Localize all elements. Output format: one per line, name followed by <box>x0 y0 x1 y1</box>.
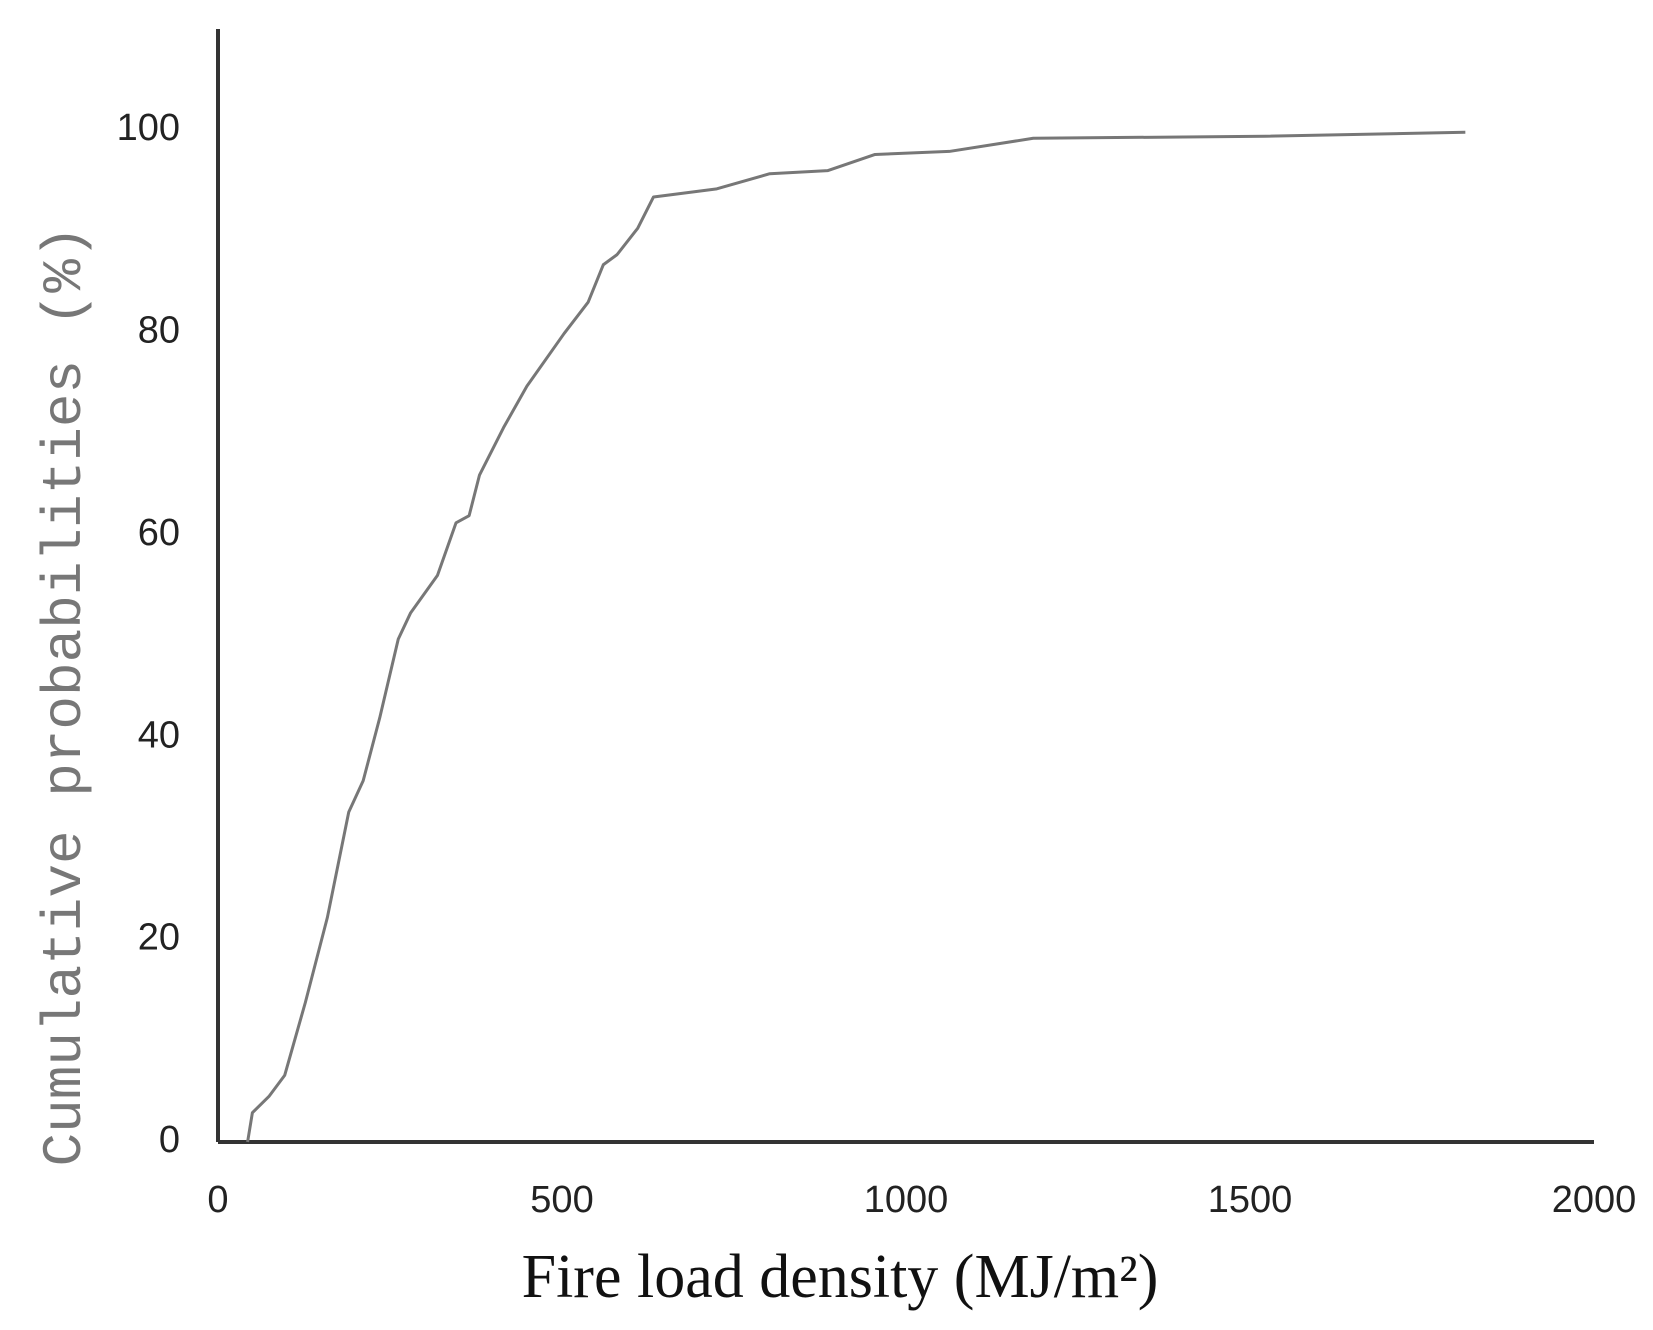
y-tick-label: 0 <box>159 1119 180 1161</box>
x-tick-label: 0 <box>207 1179 228 1221</box>
y-tick-label: 20 <box>138 917 180 959</box>
x-axis-label: Fire load density (MJ/m²) <box>522 1243 1159 1311</box>
x-tick-label: 1000 <box>864 1179 949 1221</box>
y-tick-label: 60 <box>138 512 180 554</box>
y-tick-label: 40 <box>138 714 180 756</box>
y-tick-label: 80 <box>138 310 180 352</box>
x-tick-label: 2000 <box>1552 1179 1637 1221</box>
y-tick-label: 100 <box>117 107 180 149</box>
x-tick-label: 1500 <box>1208 1179 1293 1221</box>
data-line <box>246 130 1466 1143</box>
y-axis-label: Cumulative probabilities (%) <box>33 226 97 1167</box>
x-tick-label: 500 <box>530 1179 593 1221</box>
